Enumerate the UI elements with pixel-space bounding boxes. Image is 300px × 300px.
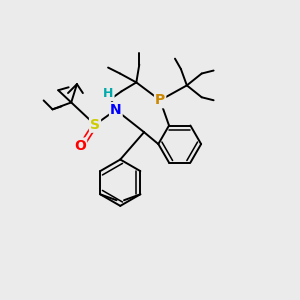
Text: S: S (90, 118, 100, 132)
Text: N: N (110, 103, 122, 117)
Text: O: O (74, 139, 86, 152)
Text: H: H (103, 87, 114, 100)
Text: P: P (155, 93, 165, 107)
